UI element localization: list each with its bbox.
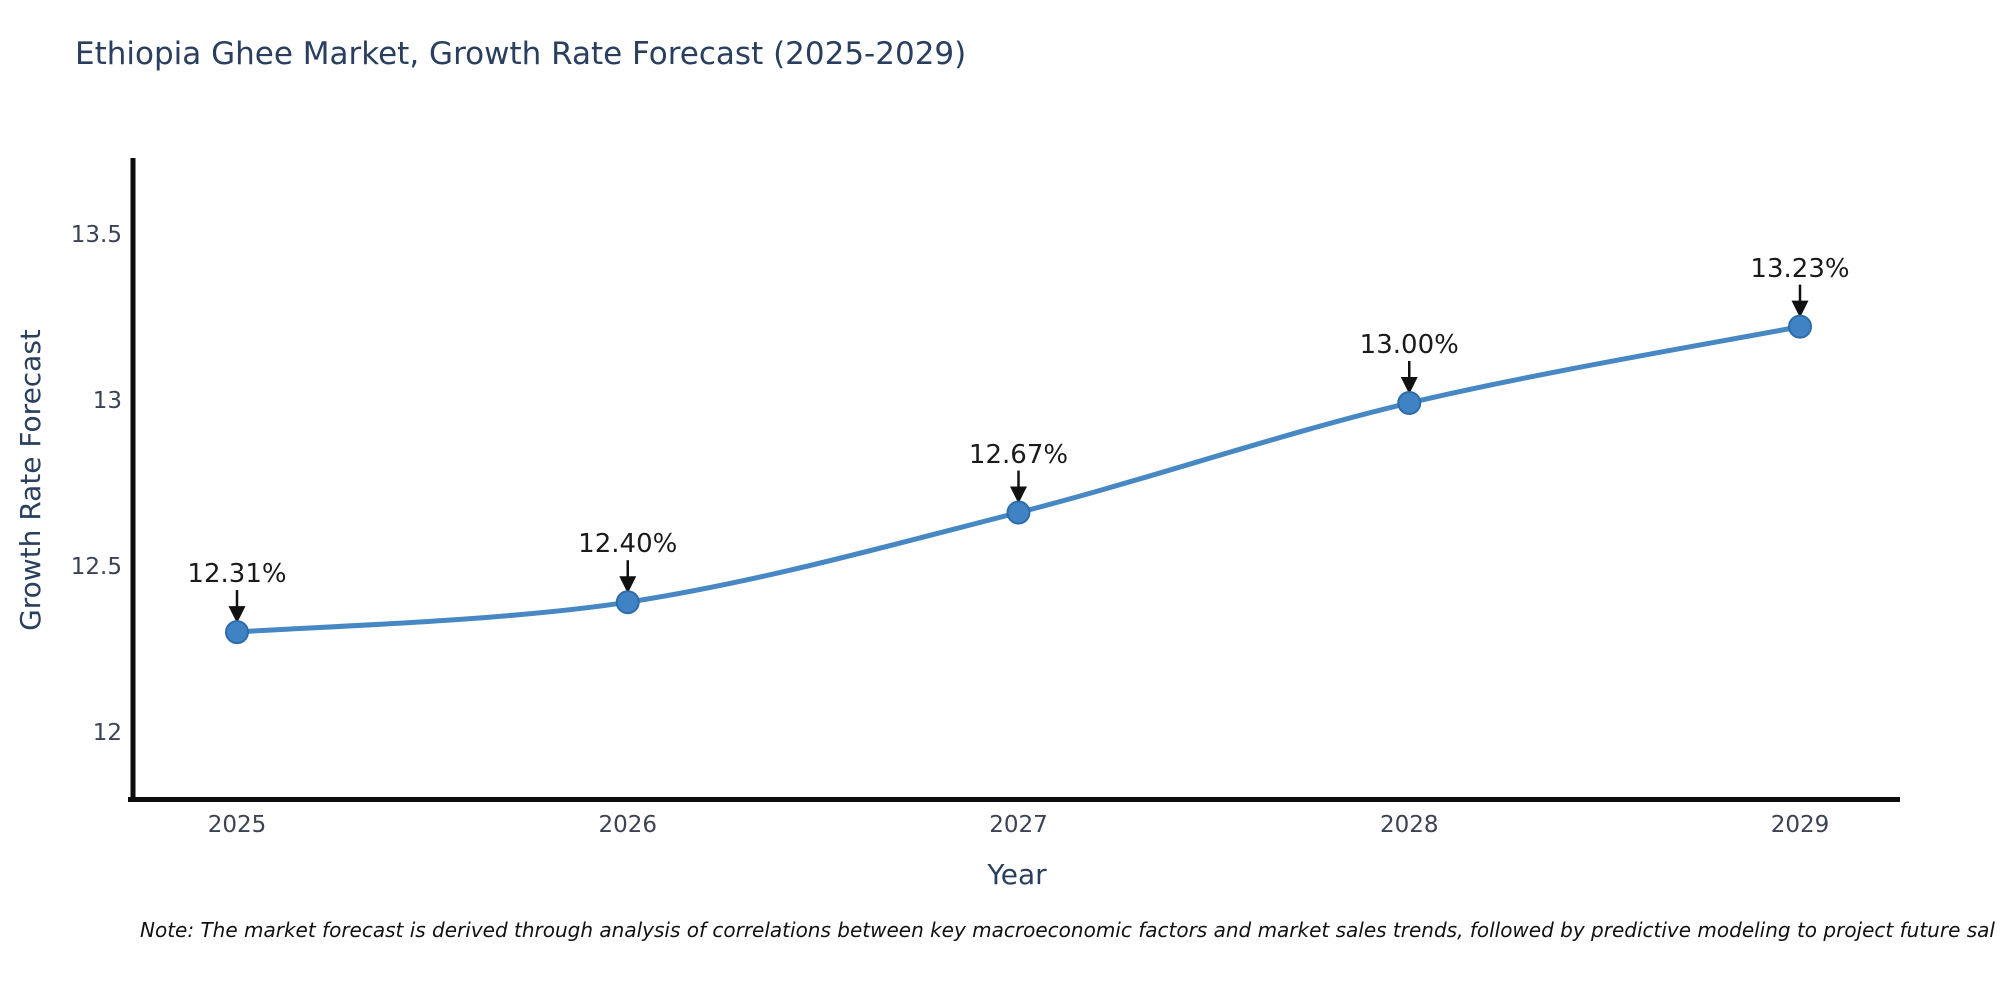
annotation-arrow-head: [1400, 377, 1418, 394]
data-point-marker: [615, 590, 640, 615]
x-tick-label: 2026: [598, 812, 658, 838]
x-tick-label: 2029: [1770, 812, 1830, 838]
x-tick-label: 2025: [207, 812, 267, 838]
x-tick-label: 2027: [989, 812, 1048, 838]
data-point-label: 13.00%: [1359, 330, 1459, 360]
data-point-label: 12.40%: [578, 529, 678, 560]
data-point-marker: [1397, 391, 1422, 415]
y-tick-label: 12.5: [70, 554, 122, 580]
data-point-marker: [1788, 314, 1812, 339]
annotation-arrow-head: [228, 606, 246, 624]
chart-title: Ethiopia Ghee Market, Growth Rate Foreca…: [75, 36, 967, 72]
y-tick-label: 12: [92, 720, 122, 746]
data-point-label: 12.67%: [968, 439, 1069, 470]
annotation-arrow-head: [619, 576, 637, 594]
y-tick-label: 13.5: [70, 222, 122, 248]
data-point-marker: [225, 620, 249, 645]
data-point-label: 12.31%: [187, 559, 287, 590]
chart-footnote: Note: The market forecast is derived thr…: [140, 918, 1995, 942]
y-tick-label: 13: [92, 388, 122, 414]
annotation-arrow-head: [1791, 300, 1809, 318]
annotation-arrow-head: [1010, 486, 1027, 504]
x-tick-label: 2028: [1379, 812, 1439, 838]
x-axis-title: Year: [987, 858, 1047, 891]
data-point-label: 13.23%: [1750, 253, 1850, 284]
data-point-marker: [1006, 500, 1031, 525]
